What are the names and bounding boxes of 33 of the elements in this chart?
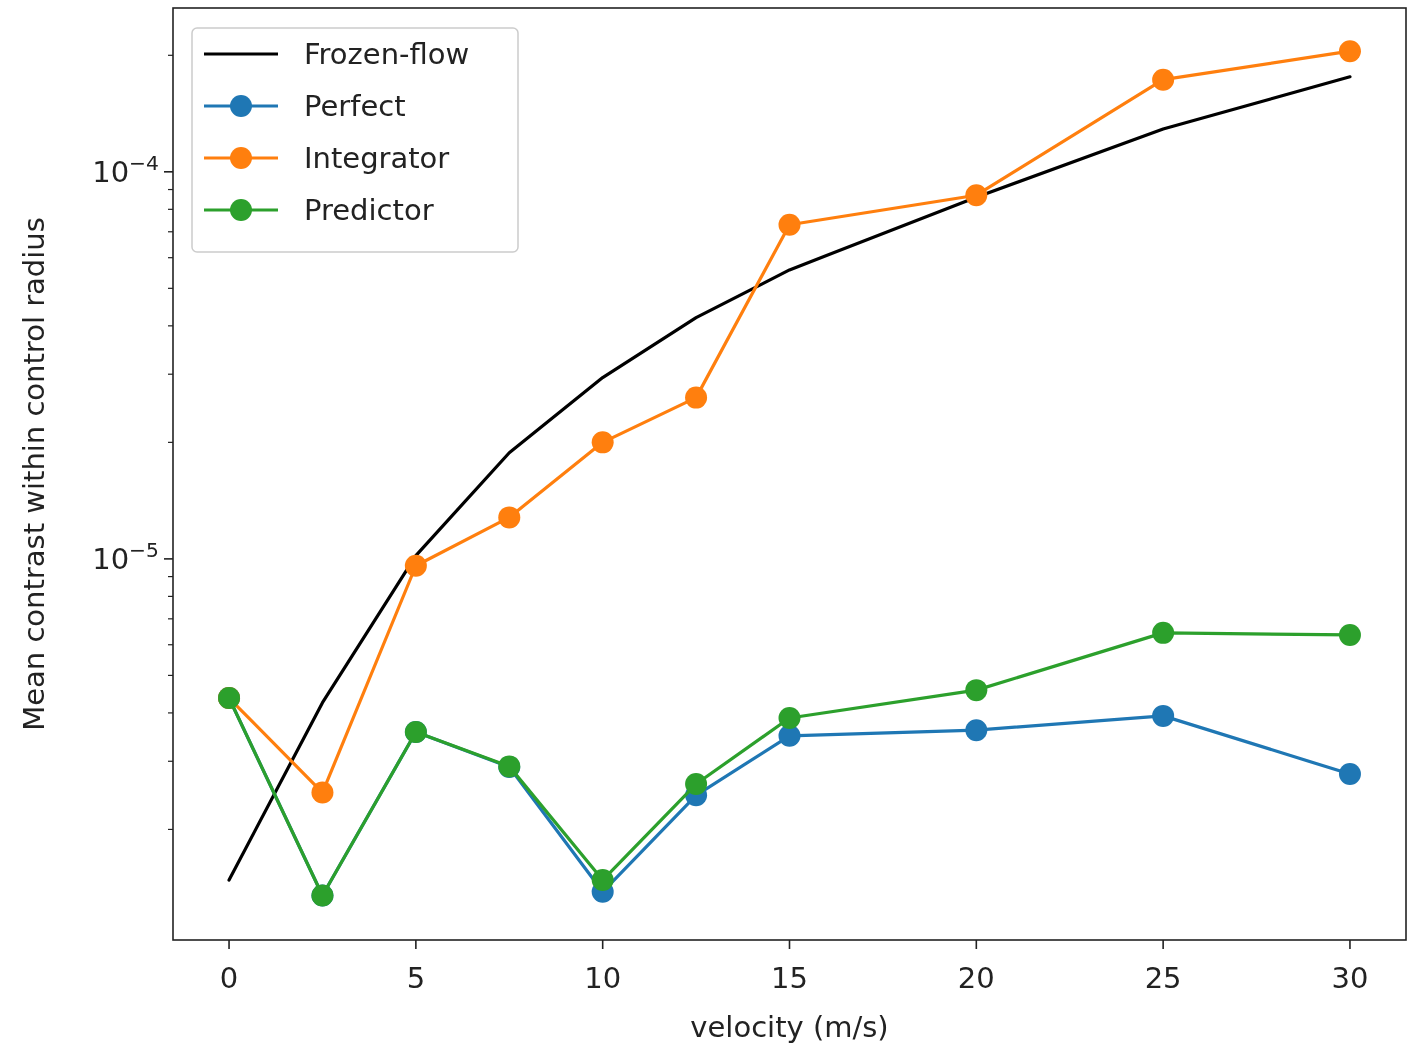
point [685,386,708,409]
legend-label: Frozen-flow [304,37,470,71]
legend-label: Integrator [304,141,450,175]
legend-label: Predictor [304,193,434,227]
x-axis-title: velocity (m/s) [690,1010,889,1044]
point [1338,763,1361,786]
y-axis-title: Mean contrast within control radius [17,217,51,731]
point [965,719,988,742]
point [591,431,614,454]
x-tick-label: 20 [957,961,995,995]
x-tick-label: 0 [219,961,239,995]
x-tick-label: 25 [1144,961,1182,995]
y-tick-label: 10$^{−4}$ [92,150,159,189]
point [778,707,801,730]
legend-label: Perfect [304,89,406,123]
point [1152,621,1175,644]
point [1152,704,1175,727]
x-tick-label: 5 [406,961,426,995]
point [404,554,427,577]
y-tick-label: 10$^{−5}$ [92,537,159,576]
point [965,184,988,207]
point [1338,623,1361,646]
point [778,213,801,236]
x-tick-label: 30 [1331,961,1369,995]
point [311,781,334,804]
point [685,773,708,796]
point [1338,40,1361,63]
point [1152,68,1175,91]
x-tick-label: 10 [584,961,622,995]
point [965,679,988,702]
point [591,869,614,892]
x-tick-label: 15 [771,961,808,995]
point [498,506,521,529]
